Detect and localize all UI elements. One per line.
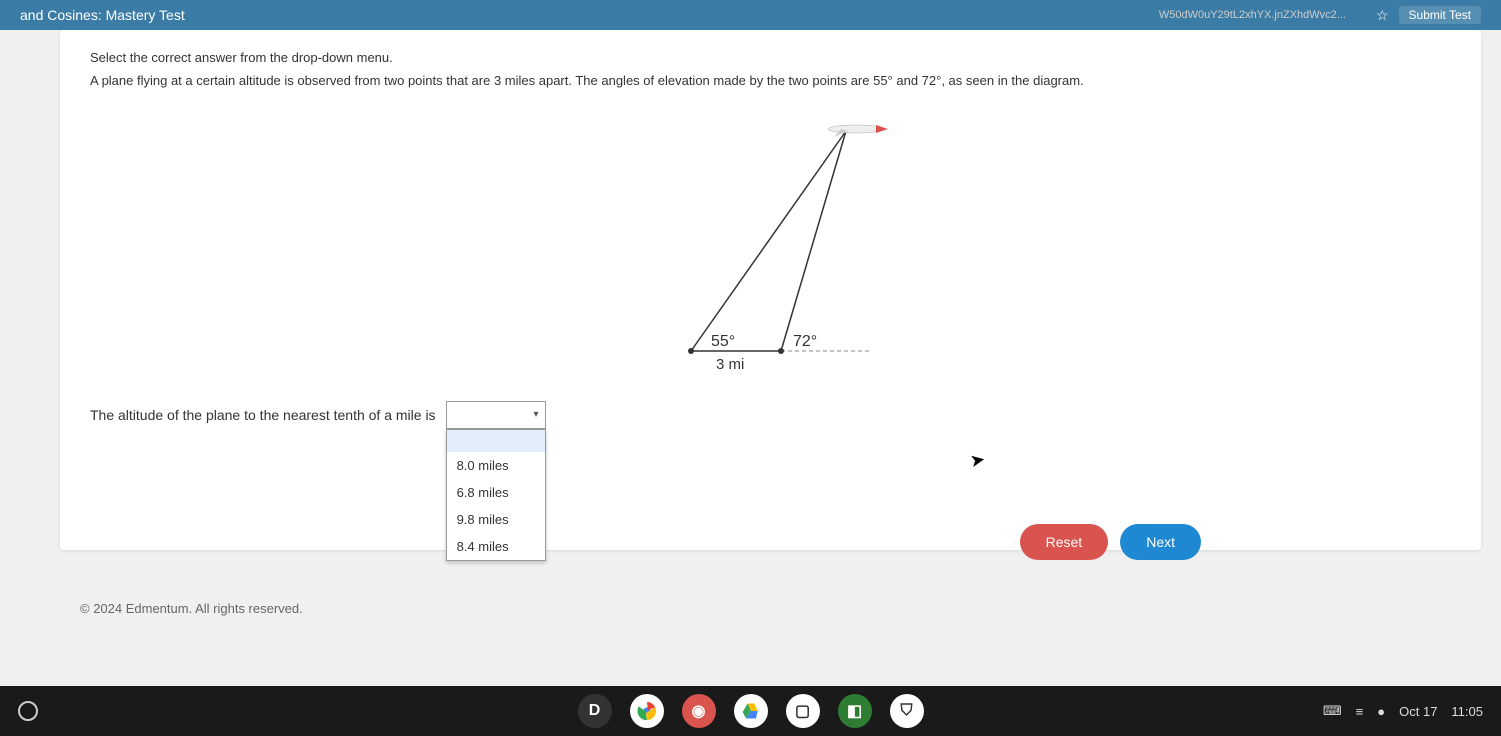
footer-copyright: © 2024 Edmentum. All rights reserved.	[80, 601, 303, 616]
dropdown-option-4[interactable]: 8.4 miles	[447, 533, 545, 560]
next-label: Next	[1146, 534, 1175, 550]
header-right-tools: W50dW0uY29tL2xhYX.jnZXhdWvc2... ☆ Submit…	[1159, 6, 1481, 24]
reset-button[interactable]: Reset	[1020, 524, 1109, 560]
cast-icon[interactable]: ▢	[786, 694, 820, 728]
tray-settings-icon[interactable]: ≡	[1356, 704, 1364, 719]
red-app-icon[interactable]: ◉	[682, 694, 716, 728]
taskbar: D ◉ ▢ ◧ ⛉ ⌨ ≡ ● Oct 17 11:05	[0, 686, 1501, 736]
nav-buttons: Reset Next	[1020, 524, 1201, 560]
reset-label: Reset	[1046, 534, 1083, 550]
screen-area: and Cosines: Mastery Test W50dW0uY29tL2x…	[0, 0, 1501, 686]
point-b	[778, 348, 784, 354]
tray-notif-icon[interactable]: ●	[1377, 704, 1385, 719]
diagram-area: 55° 72° 3 mi	[90, 101, 1451, 381]
answer-row: The altitude of the plane to the nearest…	[90, 401, 1451, 429]
url-fragment: W50dW0uY29tL2xhYX.jnZXhdWvc2...	[1159, 9, 1346, 21]
dropdown-option-1[interactable]: 8.0 miles	[447, 452, 545, 479]
angle-right-label: 72°	[793, 333, 817, 350]
browser-header: and Cosines: Mastery Test W50dW0uY29tL2x…	[0, 0, 1501, 30]
left-sightline	[691, 131, 846, 351]
problem-text: A plane flying at a certain altitude is …	[90, 71, 1451, 91]
triangle-diagram: 55° 72° 3 mi	[571, 101, 971, 381]
tray-time: 11:05	[1451, 704, 1483, 719]
launcher-circle-icon[interactable]	[18, 701, 38, 721]
submit-label: Submit Test	[1409, 8, 1471, 22]
chevron-down-icon: ▾	[534, 409, 539, 420]
system-tray[interactable]: ⌨ ≡ ● Oct 17 11:05	[1323, 703, 1483, 719]
dropdown-options: 8.0 miles 6.8 miles 9.8 miles 8.4 miles	[446, 429, 546, 561]
app-d-icon[interactable]: D	[578, 694, 612, 728]
bookmark-star-icon[interactable]: ☆	[1376, 7, 1389, 24]
answer-dropdown[interactable]: ▾ 8.0 miles 6.8 miles 9.8 miles 8.4 mile…	[446, 401, 546, 429]
chrome-icon[interactable]	[630, 694, 664, 728]
answer-prompt: The altitude of the plane to the nearest…	[90, 407, 436, 423]
next-button[interactable]: Next	[1120, 524, 1201, 560]
tray-keyboard-icon[interactable]: ⌨	[1323, 703, 1342, 719]
point-a	[688, 348, 694, 354]
page-title: and Cosines: Mastery Test	[20, 7, 185, 23]
dropdown-option-2[interactable]: 6.8 miles	[447, 479, 545, 506]
submit-test-button[interactable]: Submit Test	[1399, 6, 1481, 24]
right-sightline	[781, 131, 846, 351]
question-card: Select the correct answer from the drop-…	[60, 30, 1481, 550]
classroom-icon[interactable]: ◧	[838, 694, 872, 728]
tray-date: Oct 17	[1399, 704, 1437, 719]
angle-left-label: 55°	[711, 333, 735, 350]
dropdown-box[interactable]: ▾	[446, 401, 546, 429]
drive-icon[interactable]	[734, 694, 768, 728]
shield-icon[interactable]: ⛉	[890, 694, 924, 728]
dropdown-option-blank[interactable]	[447, 430, 545, 452]
instruction-text: Select the correct answer from the drop-…	[90, 50, 1451, 65]
plane-icon	[828, 125, 888, 137]
base-label: 3 mi	[716, 356, 744, 373]
dropdown-option-3[interactable]: 9.8 miles	[447, 506, 545, 533]
